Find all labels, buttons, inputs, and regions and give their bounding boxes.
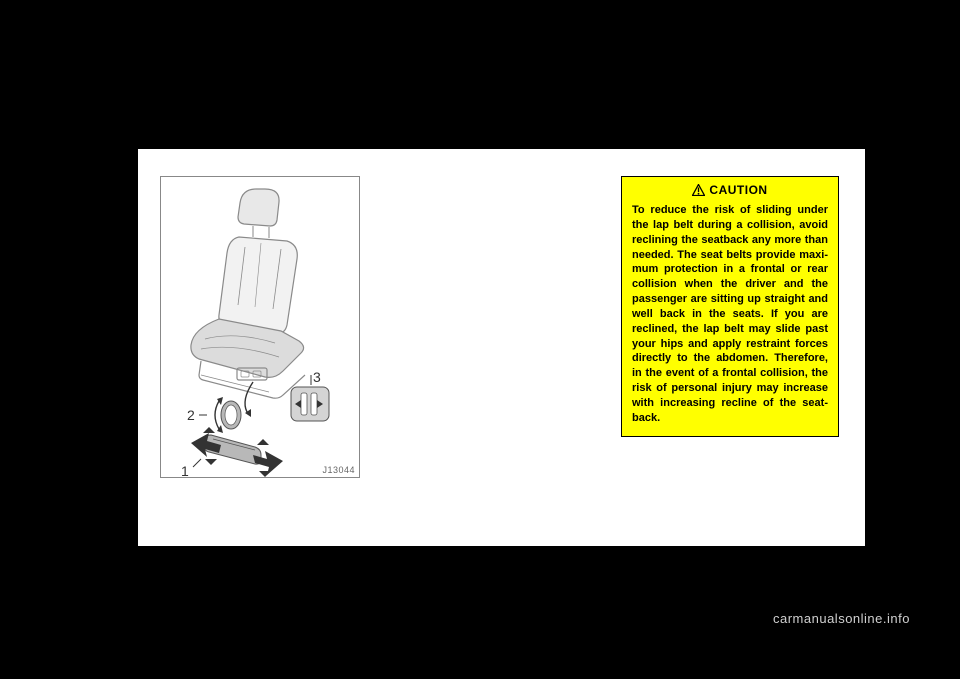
caution-body-text: To reduce the risk of sliding under the …	[632, 203, 828, 426]
callout-1: 1	[181, 463, 189, 479]
caution-box: CAUTION To reduce the risk of sliding un…	[621, 176, 839, 437]
seat-illustration	[161, 177, 361, 479]
caution-header: CAUTION	[632, 183, 828, 197]
callout-3: 3	[313, 369, 321, 385]
manual-page: 3 2 1 J13044 CAUTION To reduce the risk …	[138, 149, 865, 546]
illustration-code: J13044	[322, 465, 355, 475]
seat-illustration-frame: 3 2 1 J13044	[160, 176, 360, 478]
caution-title: CAUTION	[709, 183, 767, 197]
callout-2: 2	[187, 407, 195, 423]
watermark: carmanualsonline.info	[773, 611, 910, 626]
warning-triangle-icon	[692, 184, 705, 196]
